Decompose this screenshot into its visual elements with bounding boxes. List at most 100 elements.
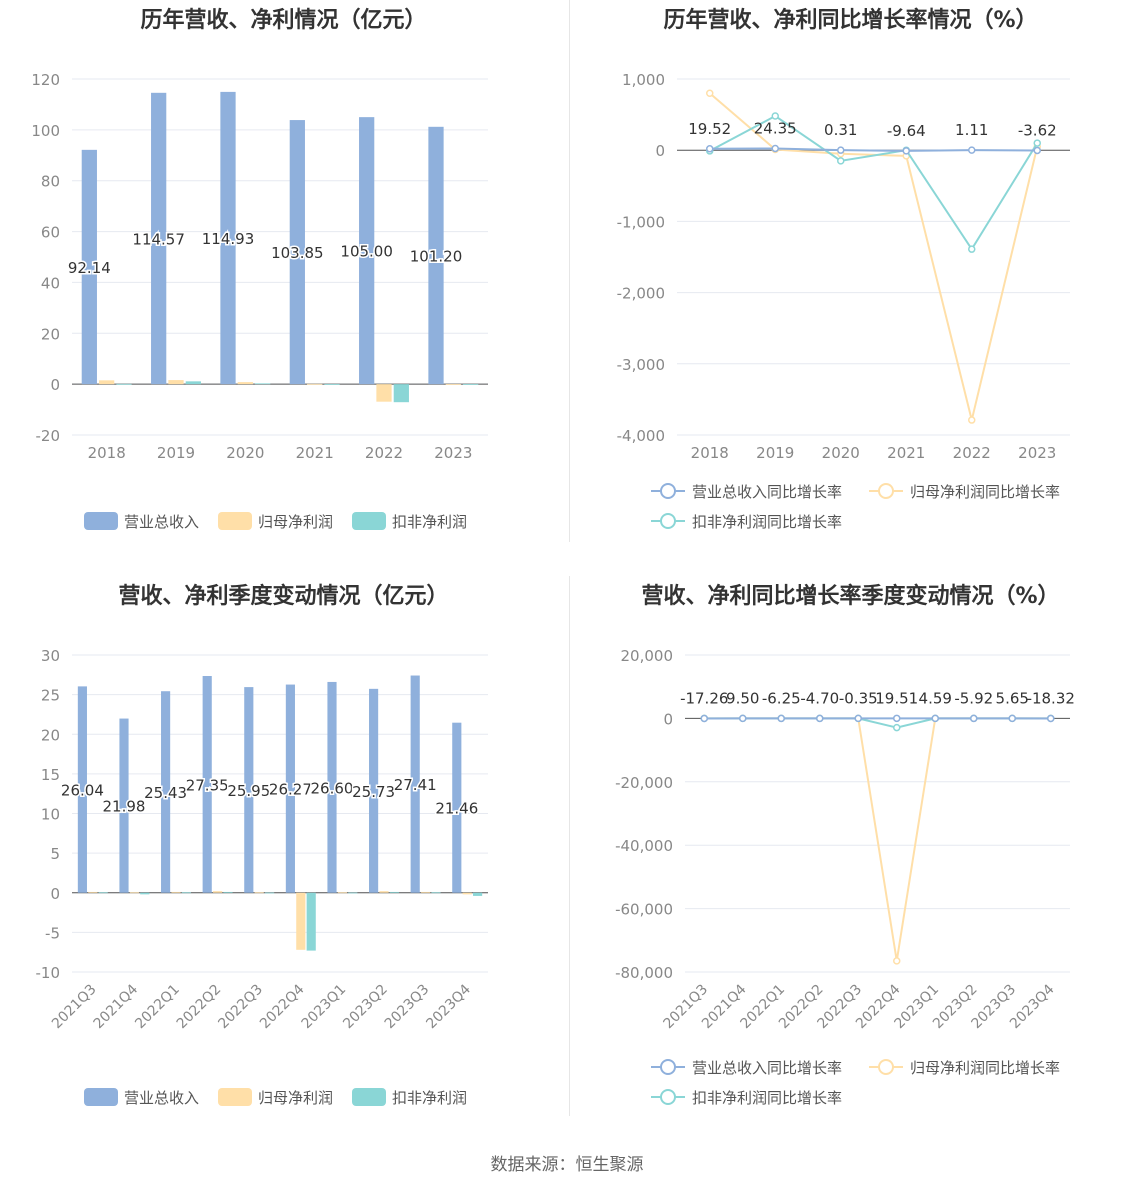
data-source: 数据来源：恒生聚源 xyxy=(490,1155,644,1175)
legend-marker xyxy=(878,1059,894,1075)
data-label: 25.43 xyxy=(144,784,187,802)
legend-swatch xyxy=(218,1088,252,1106)
legend-swatch xyxy=(84,512,118,530)
x-tick-label: 2023Q3 xyxy=(382,982,433,1033)
data-label: -6.25 xyxy=(762,689,801,707)
data-point xyxy=(1008,714,1016,723)
bar xyxy=(463,384,479,385)
bar xyxy=(462,892,472,895)
series-line xyxy=(704,717,1051,729)
data-label: 114.57 xyxy=(132,230,185,248)
bar xyxy=(296,892,306,950)
data-label: 21.98 xyxy=(103,798,146,816)
bar xyxy=(202,676,212,893)
legend-label: 扣非净利润同比增长率 xyxy=(692,1089,842,1107)
bar xyxy=(220,91,236,385)
data-point xyxy=(837,146,845,154)
x-tick-label: 2023 xyxy=(434,444,472,462)
x-tick-label: 2022Q2 xyxy=(174,982,225,1033)
x-tick-label: 2018 xyxy=(88,444,126,462)
data-label: 26.27 xyxy=(269,781,312,799)
data-point xyxy=(1033,146,1041,155)
y-tick-label: 20 xyxy=(41,726,60,744)
bar xyxy=(369,688,379,893)
data-label: 27.35 xyxy=(186,776,229,794)
chart-title: 营收、净利季度变动情况（亿元） xyxy=(118,584,449,609)
y-tick-label: 30 xyxy=(41,647,60,665)
y-tick-label: 20,000 xyxy=(621,647,674,665)
bar xyxy=(171,891,181,893)
data-point xyxy=(931,714,939,723)
bar xyxy=(431,892,441,894)
data-label: 101.20 xyxy=(410,247,463,265)
legend-label: 扣非净利润 xyxy=(392,1089,467,1107)
y-tick-label: 10 xyxy=(41,806,60,824)
legend-label: 营业总收入同比增长率 xyxy=(692,1059,842,1077)
bar xyxy=(289,120,305,385)
bar xyxy=(428,126,444,385)
data-label: 19.52 xyxy=(688,120,731,138)
vertical-divider-top xyxy=(569,0,570,542)
data-label: 1.11 xyxy=(955,121,988,139)
bar xyxy=(452,722,462,893)
x-tick-label: 2022 xyxy=(953,444,991,462)
bar xyxy=(81,149,97,385)
legend-label: 归母净利润同比增长率 xyxy=(910,1059,1060,1077)
y-tick-label: -4,000 xyxy=(617,427,665,445)
data-point xyxy=(968,416,976,424)
data-label: -4.70 xyxy=(800,689,839,707)
data-label: 9.50 xyxy=(726,689,759,707)
bar xyxy=(254,892,264,894)
legend-label: 扣非净利润同比增长率 xyxy=(692,513,842,531)
y-tick-label: 100 xyxy=(31,122,60,140)
data-point xyxy=(854,714,862,723)
chart-svg: 1,000 0 -1,000 -2,000 -3,000 -4,000 2018 2019 20… xyxy=(617,71,1070,531)
y-tick-label: 1,000 xyxy=(622,71,665,89)
bar xyxy=(445,384,461,385)
legend-swatch xyxy=(84,1088,118,1106)
data-label: -17.26 xyxy=(680,689,728,707)
data-point xyxy=(968,146,976,154)
bar xyxy=(140,892,150,895)
y-tick-label: 0 xyxy=(50,885,60,903)
chart-svg: 120 100 80 60 40 20 0 -20 2018 2019 2020 2021 2022 20… xyxy=(31,71,488,531)
legend-label: 归母净利润 xyxy=(258,513,333,531)
y-tick-label: 80 xyxy=(41,173,60,191)
data-label: -5.92 xyxy=(954,689,993,707)
legend-swatch xyxy=(352,512,386,530)
bar xyxy=(376,384,392,402)
data-point xyxy=(700,714,708,723)
data-label: 24.35 xyxy=(754,119,797,137)
bar xyxy=(324,384,340,385)
x-tick-label: 2021 xyxy=(887,444,925,462)
data-point xyxy=(893,957,901,965)
bar xyxy=(213,891,223,893)
legend-label: 营业总收入同比增长率 xyxy=(692,483,842,501)
legend-label: 扣非净利润 xyxy=(392,513,467,531)
y-tick-label: 15 xyxy=(41,766,60,784)
y-tick-label: -3,000 xyxy=(617,356,665,374)
x-tick-label: 2019 xyxy=(157,444,195,462)
annual-revenue-profit-chart: 历年营收、净利情况（亿元） 120 100 80 60 40 20 0 -20 2018 2019… xyxy=(0,0,567,576)
data-label: 0.31 xyxy=(824,121,857,139)
x-tick-label: 2020 xyxy=(822,444,860,462)
bar xyxy=(185,381,201,385)
x-tick-label: 2022 xyxy=(365,444,403,462)
x-tick-label: 2023Q4 xyxy=(423,981,474,1032)
data-point xyxy=(837,157,845,165)
bar xyxy=(307,383,323,385)
bar xyxy=(348,892,358,894)
quarterly-revenue-profit-chart: 营收、净利季度变动情况（亿元） 30 25 20 15 10 5 0 -5 -10 2021Q3 2… xyxy=(0,576,567,1152)
data-label: -18.32 xyxy=(1027,689,1075,707)
bar xyxy=(244,687,254,893)
data-label: 21.46 xyxy=(435,800,478,818)
x-tick-label: 2022Q1 xyxy=(132,982,183,1033)
legend-marker xyxy=(660,513,676,529)
chart-title: 历年营收、净利情况（亿元） xyxy=(140,8,427,33)
legend-label: 营业总收入 xyxy=(124,1089,199,1107)
y-tick-label: -5 xyxy=(45,924,60,942)
data-point xyxy=(816,714,824,723)
data-point xyxy=(893,714,901,723)
bar xyxy=(306,892,316,951)
data-label: 103.85 xyxy=(271,244,324,262)
